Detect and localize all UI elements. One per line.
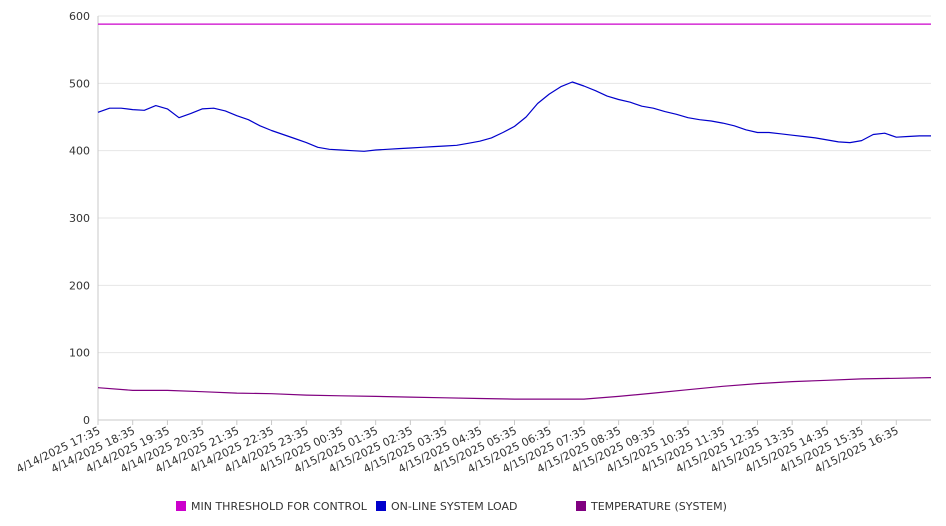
y-tick-label: 400 bbox=[69, 145, 90, 158]
grid-layer bbox=[98, 15, 931, 354]
legend-label-min-threshold: MIN THRESHOLD FOR CONTROL bbox=[191, 499, 367, 513]
legend-item-min-threshold[interactable]: MIN THRESHOLD FOR CONTROL bbox=[176, 498, 367, 514]
y-tick-labels: 0 100 200 300 400 500 600 bbox=[69, 10, 90, 427]
y-tick-label: 200 bbox=[69, 279, 90, 292]
y-tick-label: 600 bbox=[69, 10, 90, 23]
legend-item-system-load[interactable]: ON-LINE SYSTEM LOAD bbox=[376, 498, 517, 514]
series-system-load bbox=[97, 81, 931, 152]
x-tick-labels: 4/14/2025 17:354/14/2025 18:354/14/2025 … bbox=[14, 424, 900, 476]
y-tick-label: 500 bbox=[69, 77, 90, 90]
series-layer bbox=[97, 23, 932, 400]
legend-swatch-system-load bbox=[376, 501, 386, 511]
series-temperature bbox=[97, 377, 932, 400]
legend-label-temperature: TEMPERATURE (SYSTEM) bbox=[591, 499, 727, 513]
y-tick-label: 0 bbox=[83, 414, 90, 427]
legend-item-temperature[interactable]: TEMPERATURE (SYSTEM) bbox=[576, 498, 727, 514]
axes-layer bbox=[97, 16, 931, 425]
legend-swatch-temperature bbox=[576, 501, 586, 511]
legend: MIN THRESHOLD FOR CONTROL ON-LINE SYSTEM… bbox=[0, 498, 946, 514]
y-tick-label: 100 bbox=[69, 347, 90, 360]
legend-label-system-load: ON-LINE SYSTEM LOAD bbox=[391, 499, 518, 513]
y-tick-label: 300 bbox=[69, 212, 90, 225]
legend-swatch-min-threshold bbox=[176, 501, 186, 511]
